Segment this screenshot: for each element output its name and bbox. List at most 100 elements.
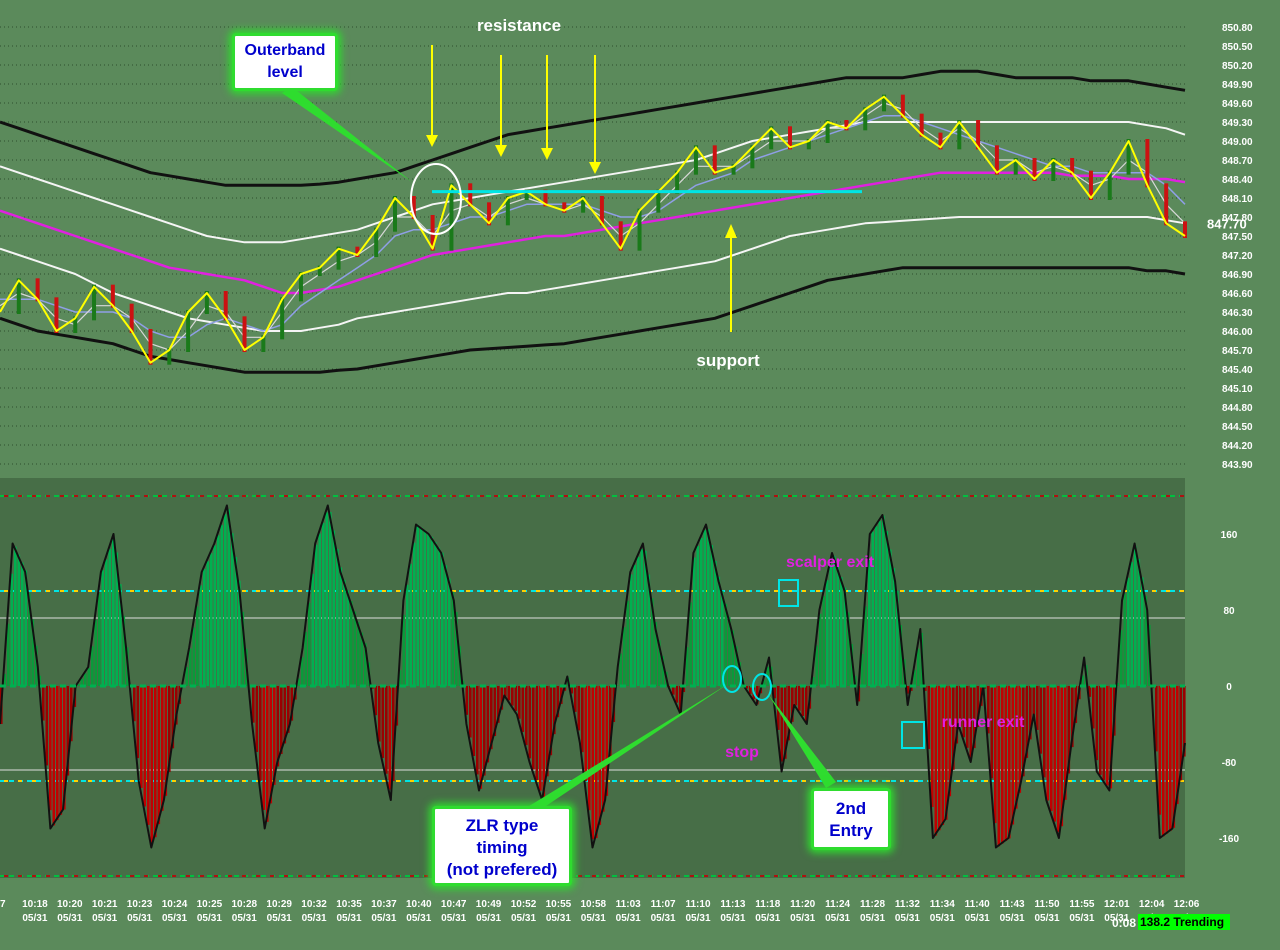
price-candle xyxy=(298,272,303,302)
osc-bar xyxy=(301,657,304,686)
osc-bar xyxy=(101,570,105,686)
time-tick-date: 05/31 xyxy=(267,913,292,924)
price-candle xyxy=(957,120,962,150)
status-badge: 138.2 Trending xyxy=(1138,914,1230,930)
time-tick-date: 05/31 xyxy=(685,913,710,924)
osc-bar xyxy=(945,686,948,820)
time-tick-label: 10:20 xyxy=(57,899,83,910)
osc-bar xyxy=(605,686,609,796)
osc-bar xyxy=(413,542,416,686)
osc-bar xyxy=(350,601,353,686)
osc-bar xyxy=(815,645,819,686)
osc-bar xyxy=(801,686,805,716)
osc-bar xyxy=(584,686,588,782)
osc-bar xyxy=(360,632,364,686)
osc-bar xyxy=(672,686,675,695)
time-tick-date: 05/31 xyxy=(930,913,955,924)
time-tick-label: 11:18 xyxy=(755,899,780,910)
price-candle xyxy=(675,170,680,194)
osc-bar xyxy=(675,686,679,703)
price-candle xyxy=(129,303,134,333)
price-tick-label: 846.60 xyxy=(1222,289,1253,300)
osc-bar xyxy=(374,686,378,716)
osc-bar xyxy=(787,686,791,741)
price-candle xyxy=(750,145,755,169)
price-candle xyxy=(92,284,97,321)
price-candle xyxy=(637,208,642,251)
price-candle xyxy=(1183,221,1187,238)
time-tick-date: 05/31 xyxy=(860,913,885,924)
price-candle xyxy=(863,107,868,131)
osc-bar xyxy=(217,535,220,686)
osc-bar xyxy=(1025,686,1029,758)
osc-bar xyxy=(773,686,777,699)
time-tick-label: 12:06 xyxy=(1174,899,1200,910)
time-tick-date: 05/31 xyxy=(302,913,327,924)
series-line-ma-slow xyxy=(0,114,1186,339)
osc-bar xyxy=(140,686,143,789)
price-candle xyxy=(919,113,924,137)
osc-bar xyxy=(91,646,94,686)
osc-bar xyxy=(234,556,238,686)
price-tick-label: 844.50 xyxy=(1222,422,1253,433)
osc-bar xyxy=(1018,686,1022,793)
osc-bar xyxy=(143,686,147,807)
osc-bar xyxy=(668,686,672,687)
osc-bar xyxy=(591,686,595,840)
osc-bar xyxy=(679,686,682,711)
time-tick-label: 11:20 xyxy=(790,899,815,910)
price-candle xyxy=(844,120,849,131)
time-tick-date: 05/31 xyxy=(162,913,187,924)
series-line-band-outer-lower xyxy=(0,266,1186,374)
osc-bar xyxy=(252,686,255,723)
price-tick-label: 850.50 xyxy=(1222,42,1253,53)
series-line-band-inner-lower xyxy=(0,216,1186,332)
osc-bar xyxy=(476,686,479,775)
price-tick-label: 850.80 xyxy=(1222,23,1253,34)
price-candle xyxy=(110,284,115,308)
osc-bar xyxy=(308,602,311,686)
osc-bar xyxy=(497,686,500,723)
osc-bar xyxy=(80,678,84,686)
osc-bar xyxy=(462,680,465,686)
osc-bar xyxy=(227,509,231,686)
callout-zlr-line1: ZLR type xyxy=(465,816,539,835)
osc-bar xyxy=(836,566,840,686)
price-grid xyxy=(0,26,1185,465)
osc-bar xyxy=(647,574,651,686)
osc-bar xyxy=(875,526,878,686)
osc-bar xyxy=(259,686,262,781)
osc-bar xyxy=(1064,686,1067,800)
price-candle xyxy=(355,246,360,257)
osc-bar xyxy=(108,548,112,686)
zlr-entry-circle xyxy=(722,665,742,693)
osc-tick-label: -80 xyxy=(1222,758,1237,769)
osc-bar xyxy=(196,606,199,686)
price-candle xyxy=(1070,158,1075,175)
osc-bar xyxy=(420,527,423,686)
osc-bar xyxy=(542,686,546,798)
osc-bar xyxy=(714,560,717,686)
osc-bar xyxy=(164,686,168,796)
osc-bar xyxy=(112,538,115,686)
osc-bar xyxy=(63,686,66,810)
time-tick-label: 11:55 xyxy=(1069,899,1094,910)
second-entry-circle xyxy=(752,673,772,701)
callout-second-entry: 2nd Entry xyxy=(811,788,891,850)
time-tick-label: 12:01 xyxy=(1104,899,1130,910)
osc-bar xyxy=(322,522,325,686)
osc-bar xyxy=(749,686,752,694)
osc-bar xyxy=(721,590,724,686)
price-candle xyxy=(806,139,811,150)
osc-bar xyxy=(14,546,17,686)
osc-bar xyxy=(913,669,917,686)
osc-bar xyxy=(1004,686,1008,842)
osc-bar xyxy=(399,670,402,686)
osc-bar xyxy=(549,686,553,756)
osc-bar xyxy=(42,686,45,721)
osc-bar xyxy=(619,653,623,686)
osc-bar xyxy=(1155,686,1158,752)
price-axis: 850.80 850.50 850.20 849.90 849.60 849.30 849.… xyxy=(1207,23,1253,471)
osc-bar xyxy=(332,530,336,686)
price-tick-label: 844.20 xyxy=(1222,441,1253,452)
